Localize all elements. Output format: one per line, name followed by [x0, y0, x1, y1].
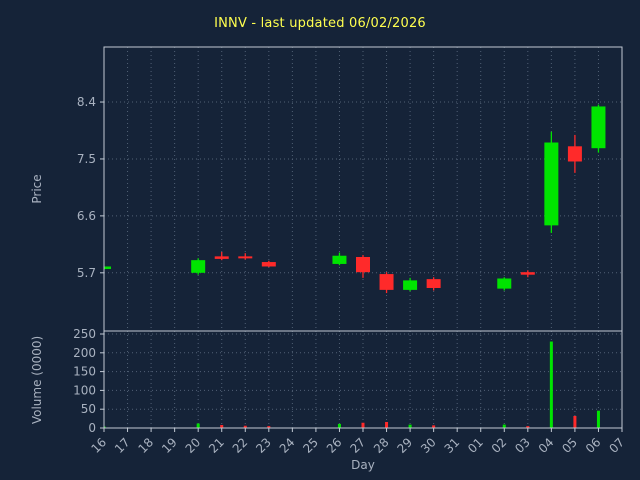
- x-tick-label: 07: [606, 435, 627, 456]
- volume-bar: [220, 424, 224, 428]
- price-axis-label: Price: [30, 174, 44, 204]
- x-tick-label: 29: [395, 435, 416, 456]
- x-tick-label: 27: [347, 435, 368, 456]
- price-panel-border: [103, 46, 623, 332]
- x-tick-label: 18: [136, 435, 157, 456]
- volume-tick-label: 200: [73, 346, 96, 360]
- x-tick-label: 23: [253, 435, 274, 456]
- x-tick-label: 01: [465, 435, 486, 456]
- x-tick-label: 30: [418, 435, 439, 456]
- day-axis-label: Day: [351, 458, 375, 472]
- volume-bar: [408, 424, 412, 428]
- grid-lines: [103, 47, 623, 429]
- candle-body: [426, 279, 441, 288]
- volume-bar: [361, 422, 365, 428]
- price-tick-label: 7.5: [77, 152, 96, 166]
- volume-bar: [267, 426, 271, 428]
- candle-body: [104, 266, 111, 270]
- candles: [104, 104, 606, 294]
- volume-tick-label: 50: [81, 402, 96, 416]
- x-tick-label: 05: [559, 435, 580, 456]
- x-tick-label: 26: [324, 435, 345, 456]
- candle-body: [214, 256, 229, 259]
- x-tick-label: 02: [489, 435, 510, 456]
- x-tick-label: 24: [277, 435, 298, 456]
- candle-body: [403, 280, 418, 290]
- volume-tick-label: 100: [73, 383, 96, 397]
- volume-bars: [104, 341, 600, 428]
- candle-body: [191, 260, 206, 273]
- x-tick-label: 17: [112, 435, 133, 456]
- x-tick-label: 04: [536, 435, 557, 456]
- volume-tick-label: 0: [88, 421, 96, 435]
- x-tick-label: 06: [583, 435, 604, 456]
- volume-bar: [596, 410, 600, 428]
- price-tick-label: 8.4: [77, 95, 96, 109]
- volume-bar: [526, 426, 530, 428]
- volume-bar: [196, 423, 200, 428]
- candle-body: [520, 272, 535, 275]
- x-tick-label: 21: [206, 435, 227, 456]
- candle-body: [261, 262, 276, 267]
- candle-body: [332, 255, 347, 264]
- x-tick-label: 31: [442, 435, 463, 456]
- candle-body: [544, 142, 559, 226]
- candle-body: [379, 274, 394, 290]
- candle-body: [591, 106, 606, 149]
- volume-tick-label: 150: [73, 365, 96, 379]
- volume-axis-label: Volume (0000): [30, 335, 44, 425]
- candle-body: [238, 256, 253, 259]
- x-tick-label: 20: [183, 435, 204, 456]
- x-tick-label: 28: [371, 435, 392, 456]
- volume-bar: [573, 415, 577, 428]
- x-tick-label: 25: [300, 435, 321, 456]
- volume-bar: [502, 424, 506, 428]
- candle-body: [567, 146, 582, 162]
- volume-bar: [243, 425, 247, 428]
- volume-bar: [432, 425, 436, 428]
- volume-bar: [549, 341, 553, 428]
- x-tick-label: 19: [159, 435, 180, 456]
- price-tick-label: 5.7: [77, 266, 96, 280]
- price-tick-label: 6.6: [77, 209, 96, 223]
- x-tick-label: 16: [88, 435, 109, 456]
- candle-body: [497, 278, 512, 289]
- panel-borders: [103, 46, 623, 429]
- volume-tick-label: 250: [73, 327, 96, 341]
- x-tick-label: 03: [512, 435, 533, 456]
- candle-body: [356, 256, 370, 273]
- volume-bar: [104, 426, 106, 428]
- x-tick-label: 22: [230, 435, 251, 456]
- volume-bar: [337, 423, 341, 428]
- volume-bar: [385, 421, 389, 428]
- chart-title: INNV - last updated 06/02/2026: [214, 16, 426, 31]
